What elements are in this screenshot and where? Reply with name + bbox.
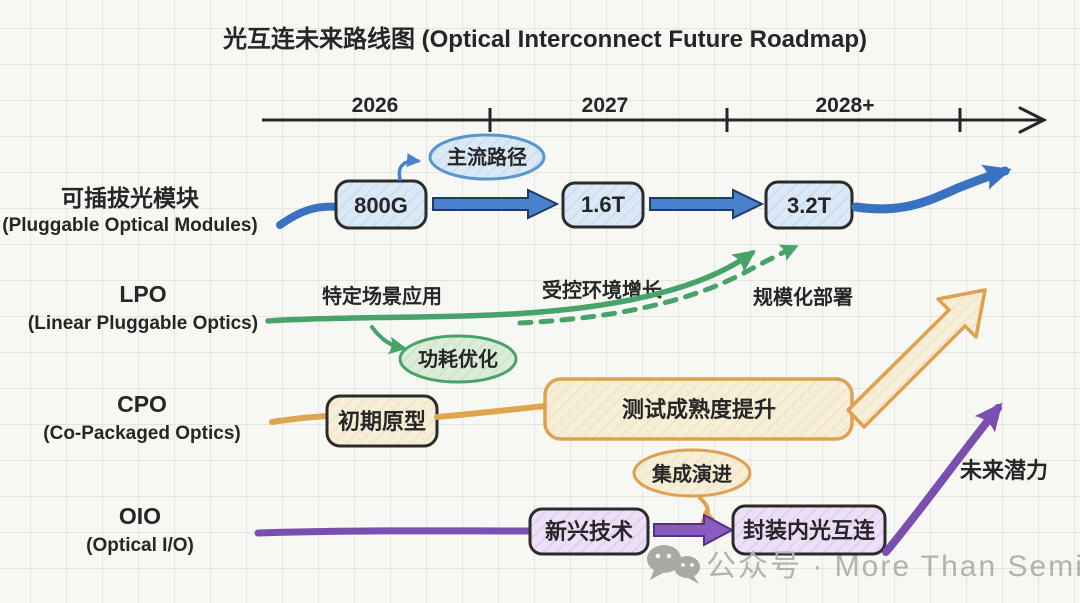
oio-future-arrow — [882, 402, 1003, 556]
oio-entry-line — [254, 527, 533, 537]
oio-mid-arrow — [653, 513, 735, 547]
watermark-text: 公众号 · More Than Semi — [706, 550, 1080, 583]
year-label-2026: 2026 — [352, 94, 399, 117]
wechat-icon — [647, 545, 700, 584]
power-callout-arrow — [370, 325, 407, 355]
page-title: 光互连未来路线图 (Optical Interconnect Future Ro… — [222, 25, 867, 53]
node-label-early-prototype: 初期原型 — [338, 409, 426, 434]
node-box-800g — [334, 179, 428, 230]
pluggable-entry-curve — [276, 202, 342, 229]
node-label-in-package: 封装内光互连 — [743, 518, 876, 543]
power-bubble — [398, 334, 518, 384]
node-label-test-maturity: 测试成熟度提升 — [622, 397, 776, 422]
row-label-lpo-en: (Linear Pluggable Optics) — [28, 313, 258, 334]
lpo-phase3-label: 规模化部署 — [753, 285, 853, 309]
node-box-emerging-tech — [528, 507, 650, 556]
arrow-1-6t-to-3-2t — [649, 188, 765, 220]
lpo-solid-curve — [265, 250, 757, 324]
pluggable-exit-arrow — [851, 164, 1012, 214]
mainstream-bubble-label: 主流路径 — [447, 145, 527, 169]
integration-bubble — [632, 448, 752, 498]
arrow-800g-to-1-6t — [432, 188, 560, 220]
node-label-1-6t: 1.6T — [581, 192, 626, 217]
row-label-oio-zh: OIO — [119, 503, 161, 529]
row-label-lpo-zh: LPO — [119, 281, 166, 307]
node-box-early-prototype — [325, 394, 439, 448]
lpo-dashed-curve — [517, 244, 799, 326]
cpo-scale-arrow — [846, 288, 987, 429]
node-label-3-2t: 3.2T — [787, 193, 832, 218]
cpo-entry-line — [269, 413, 331, 425]
power-bubble-label: 功耗优化 — [418, 347, 498, 371]
lpo-phase1-label: 特定场景应用 — [322, 284, 442, 308]
cpo-connector-line — [434, 403, 548, 420]
node-label-emerging-tech: 新兴技术 — [545, 519, 633, 544]
mainstream-bubble — [428, 133, 546, 181]
node-box-1-6t — [561, 181, 645, 229]
row-label-cpo-en: (Co-Packaged Optics) — [43, 423, 240, 444]
row-label-oio-en: (Optical I/O) — [86, 535, 194, 556]
row-label-pluggable-en: (Pluggable Optical Modules) — [2, 215, 257, 236]
mainstream-callout-arrow — [397, 153, 421, 181]
row-label-pluggable-zh: 可插拔光模块 — [61, 185, 199, 211]
integration-bubble-label: 集成演进 — [651, 462, 732, 486]
node-box-in-package — [731, 504, 887, 556]
node-label-800g: 800G — [354, 193, 408, 218]
year-label-2027: 2027 — [582, 94, 629, 117]
future-potential-label: 未来潜力 — [960, 458, 1048, 483]
row-label-cpo-zh: CPO — [117, 391, 167, 417]
year-label-2028: 2028+ — [816, 94, 875, 117]
